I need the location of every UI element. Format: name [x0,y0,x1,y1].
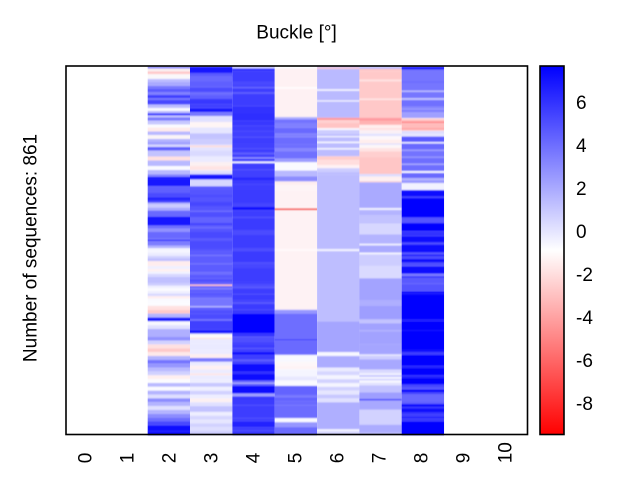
svg-text:Buckle [°]: Buckle [°] [256,23,336,44]
svg-text:6: 6 [576,93,587,114]
svg-text:10: 10 [495,442,516,463]
svg-text:9: 9 [453,453,474,464]
svg-text:3: 3 [201,453,222,464]
svg-text:2: 2 [576,179,587,200]
svg-text:-6: -6 [576,351,593,372]
svg-text:5: 5 [285,453,306,464]
svg-text:-4: -4 [576,308,593,329]
svg-text:-8: -8 [576,394,593,415]
svg-text:0: 0 [75,453,96,464]
svg-text:-2: -2 [576,265,593,286]
svg-text:4: 4 [243,452,264,463]
svg-text:8: 8 [411,453,432,464]
svg-text:6: 6 [327,453,348,464]
svg-text:0: 0 [576,222,587,243]
svg-text:1: 1 [117,453,138,464]
svg-text:Number of sequences: 861: Number of sequences: 861 [21,134,42,362]
svg-text:2: 2 [159,453,180,464]
svg-text:4: 4 [576,136,587,157]
svg-text:7: 7 [369,453,390,464]
